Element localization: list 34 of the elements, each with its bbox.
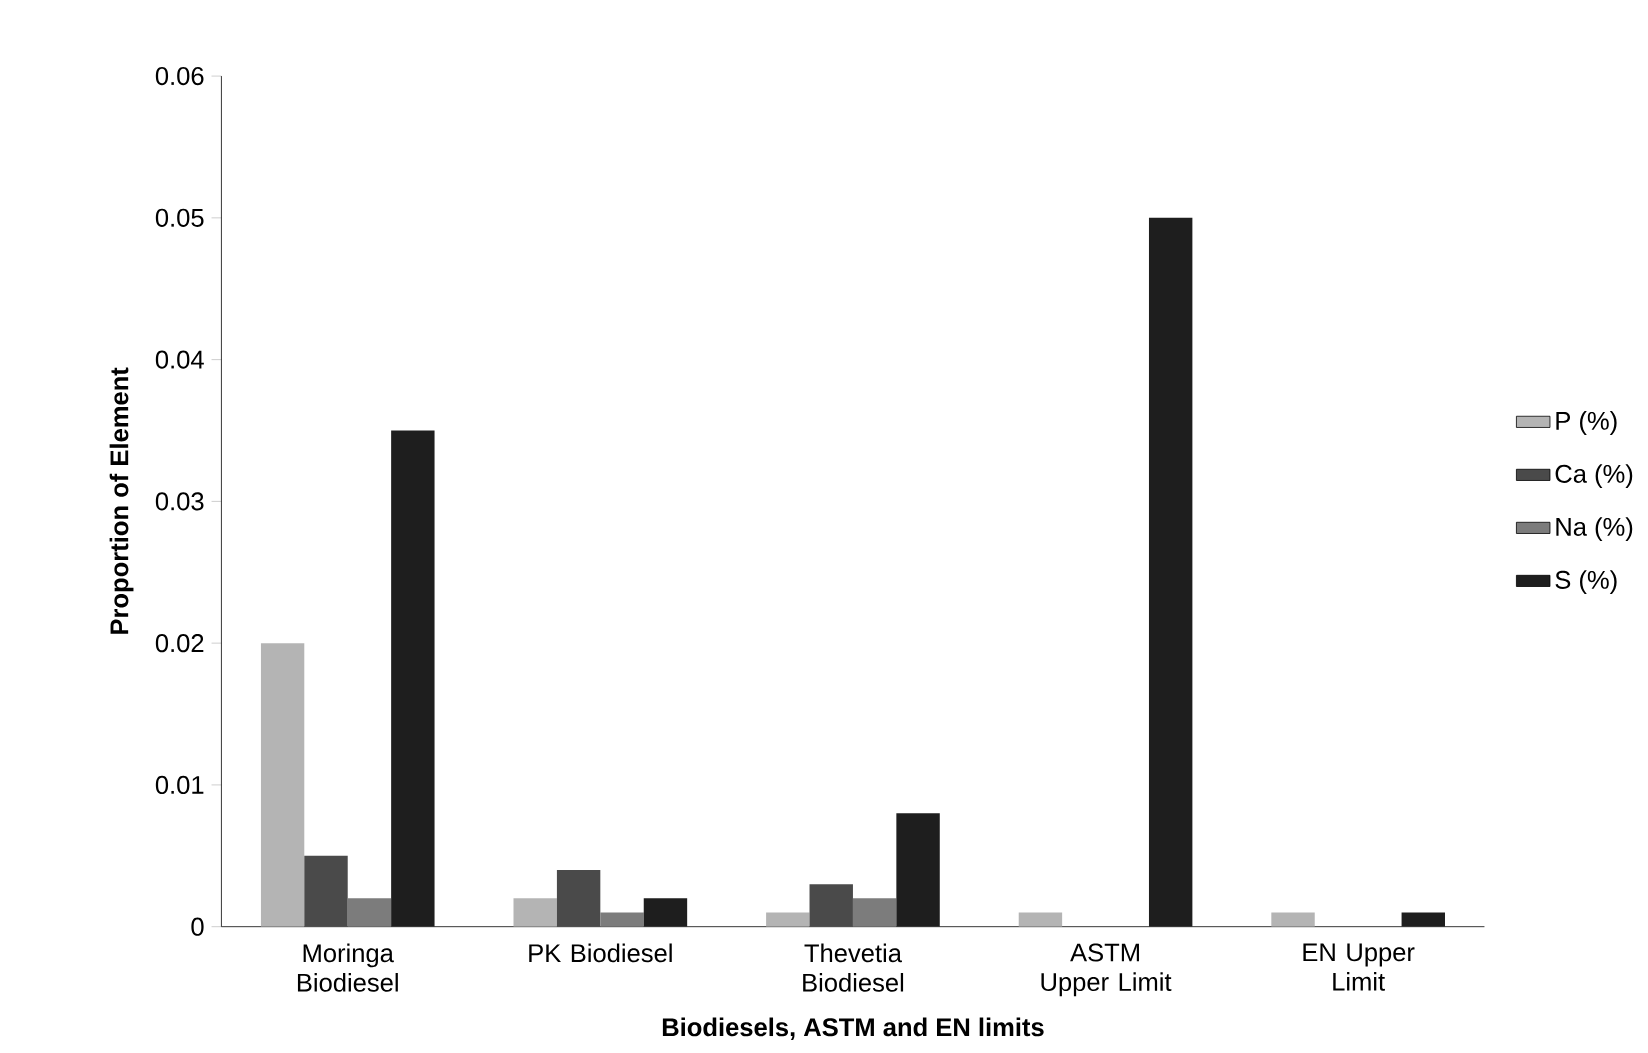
y-tick-label: 0.06	[155, 67, 204, 86]
legend-label: Ca (%)	[1555, 464, 1633, 489]
legend-label: S (%)	[1555, 570, 1617, 595]
y-tick-label: 0.02	[155, 634, 204, 653]
x-tick-label: EN Upper Limit	[1303, 943, 1415, 991]
bar	[1148, 217, 1193, 927]
y-tick-label: 0.01	[155, 775, 204, 795]
bar	[600, 912, 644, 927]
bar	[896, 813, 940, 927]
x-tick-label: PK Biodiesel	[529, 943, 672, 963]
bar	[1401, 912, 1445, 927]
bar	[391, 430, 435, 927]
bar	[513, 898, 557, 927]
bar	[809, 884, 853, 927]
y-axis-title: Proportion of Element	[109, 367, 134, 634]
bar	[347, 898, 392, 927]
bar	[1271, 912, 1315, 927]
legend-label: P (%)	[1556, 411, 1617, 436]
bar	[304, 855, 348, 927]
x-tick-label: Moringa Biodiesel	[297, 943, 398, 992]
bar	[766, 912, 810, 927]
y-tick-label: 0.05	[155, 208, 204, 227]
bar	[852, 898, 897, 927]
bar	[556, 870, 601, 927]
y-tick-label: 0.04	[155, 350, 204, 369]
y-tick-label: 0	[191, 917, 204, 936]
legend-label: Na (%)	[1556, 517, 1633, 542]
bar	[643, 898, 688, 927]
x-axis-title: Biodiesels, ASTM and EN limits	[662, 1017, 1044, 1041]
bar	[260, 643, 305, 927]
x-tick-label: ASTM Upper Limit	[1041, 943, 1172, 997]
y-tick-label: 0.03	[155, 492, 204, 511]
bar	[1018, 912, 1063, 927]
x-tick-label: Thevetia Biodiesel	[803, 943, 904, 992]
